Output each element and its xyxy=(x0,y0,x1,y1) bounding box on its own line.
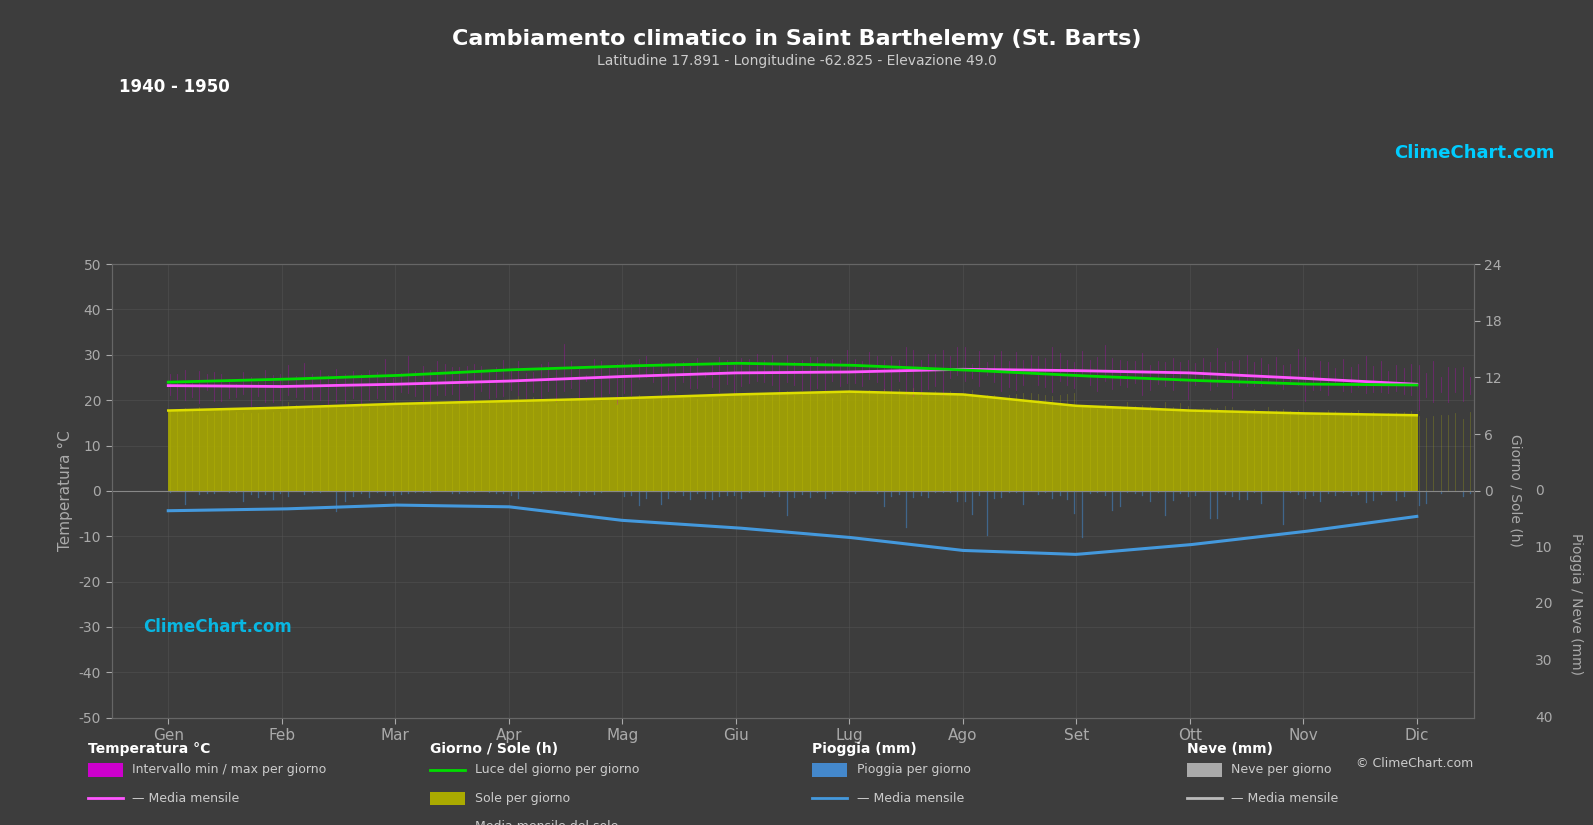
FancyBboxPatch shape xyxy=(1187,763,1222,776)
Text: Giorno / Sole (h): Giorno / Sole (h) xyxy=(430,742,558,756)
Text: 10: 10 xyxy=(1534,540,1553,554)
Text: Sole per giorno: Sole per giorno xyxy=(475,792,570,805)
Text: 1940 - 1950: 1940 - 1950 xyxy=(119,78,231,97)
Text: Cambiamento climatico in Saint Barthelemy (St. Barts): Cambiamento climatico in Saint Barthelem… xyxy=(452,29,1141,49)
Text: Neve per giorno: Neve per giorno xyxy=(1231,763,1332,776)
Text: ClimeChart.com: ClimeChart.com xyxy=(143,618,292,636)
Text: Latitudine 17.891 - Longitudine -62.825 - Elevazione 49.0: Latitudine 17.891 - Longitudine -62.825 … xyxy=(597,54,996,68)
Text: — Media mensile: — Media mensile xyxy=(132,792,239,805)
Text: Pioggia (mm): Pioggia (mm) xyxy=(812,742,918,756)
Text: — Media mensile: — Media mensile xyxy=(1231,792,1338,805)
FancyBboxPatch shape xyxy=(812,763,847,776)
Text: Neve (mm): Neve (mm) xyxy=(1187,742,1273,756)
Text: Pioggia / Neve (mm): Pioggia / Neve (mm) xyxy=(1569,533,1583,676)
Text: — Media mensile: — Media mensile xyxy=(857,792,964,805)
Text: 20: 20 xyxy=(1534,597,1552,611)
FancyBboxPatch shape xyxy=(88,763,123,776)
Text: 40: 40 xyxy=(1534,711,1552,724)
Y-axis label: Temperatura °C: Temperatura °C xyxy=(57,431,73,551)
Text: 0: 0 xyxy=(1534,484,1544,497)
Text: Pioggia per giorno: Pioggia per giorno xyxy=(857,763,970,776)
Text: Media mensile del sole: Media mensile del sole xyxy=(475,820,618,825)
Text: Intervallo min / max per giorno: Intervallo min / max per giorno xyxy=(132,763,327,776)
Text: © ClimeChart.com: © ClimeChart.com xyxy=(1356,757,1474,771)
Text: ClimeChart.com: ClimeChart.com xyxy=(1394,144,1555,162)
FancyBboxPatch shape xyxy=(430,792,465,805)
Text: Luce del giorno per giorno: Luce del giorno per giorno xyxy=(475,763,639,776)
Text: Temperatura °C: Temperatura °C xyxy=(88,742,210,756)
Y-axis label: Giorno / Sole (h): Giorno / Sole (h) xyxy=(1509,435,1523,547)
Text: 30: 30 xyxy=(1534,654,1552,668)
